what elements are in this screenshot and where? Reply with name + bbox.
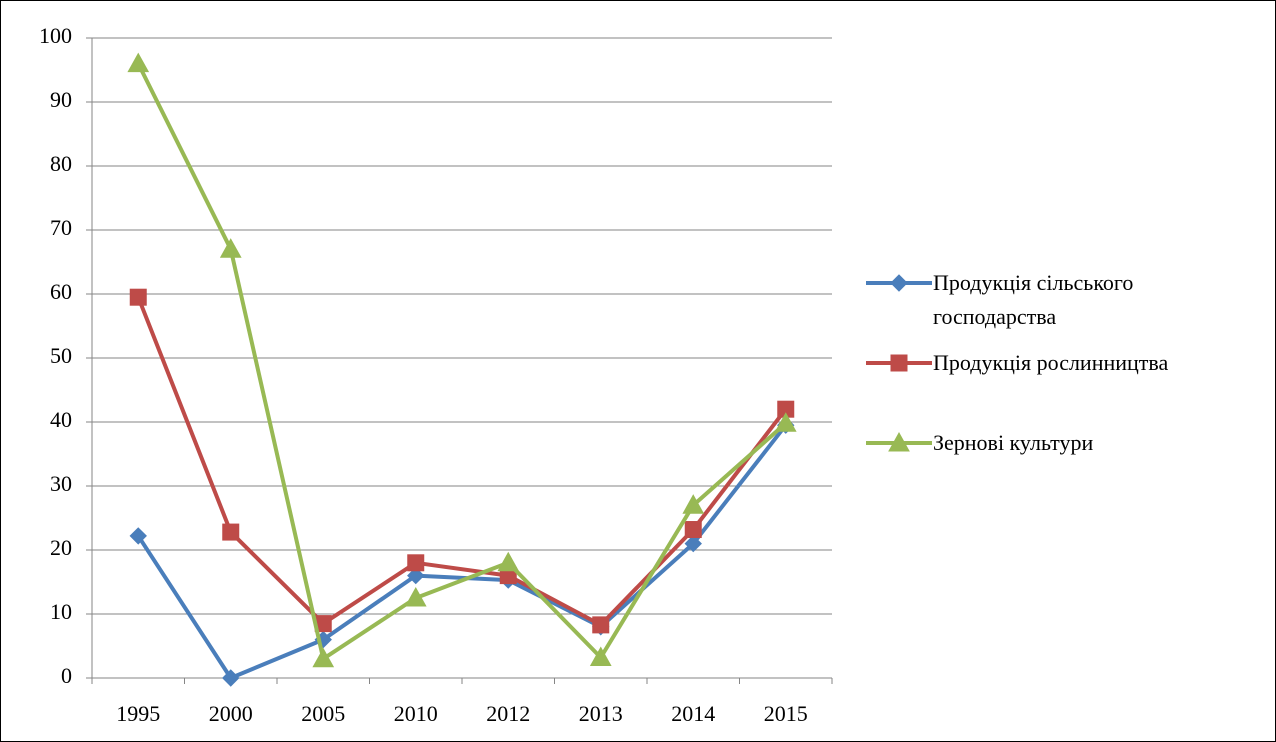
y-tick-label: 70 (50, 215, 72, 240)
y-tick-label: 20 (50, 535, 72, 560)
legend-label: Продукція сільського господарства (933, 270, 1134, 329)
y-tick-label: 10 (50, 599, 72, 624)
marker (407, 566, 425, 585)
marker (589, 646, 612, 667)
y-tick-label: 0 (61, 663, 72, 688)
marker (404, 586, 427, 607)
x-tick-label: 2010 (394, 701, 438, 726)
marker (682, 494, 705, 514)
marker (890, 354, 908, 372)
series-line (136, 62, 788, 661)
y-tick-label: 50 (50, 343, 72, 368)
x-tick-label: 2013 (579, 701, 623, 726)
x-tick-label: 2015 (764, 701, 808, 726)
marker (888, 431, 910, 452)
marker (407, 554, 425, 572)
marker (497, 551, 520, 572)
x-tick-label: 2005 (301, 701, 345, 726)
marker (684, 534, 702, 553)
x-tick-label: 2014 (671, 701, 715, 726)
marker (222, 523, 240, 541)
y-tick-label: 90 (50, 87, 72, 112)
marker (222, 669, 240, 687)
y-tick-label: 80 (50, 151, 72, 176)
y-tick-label: 40 (50, 407, 72, 432)
marker (890, 274, 908, 292)
marker (219, 238, 242, 258)
marker (312, 647, 335, 668)
series-line (136, 423, 788, 680)
marker (684, 521, 702, 539)
marker (129, 288, 147, 306)
legend-label: Продукція рослинництва (933, 350, 1169, 375)
y-tick-label: 30 (50, 471, 72, 496)
marker (129, 527, 147, 545)
x-tick-label: 2000 (209, 701, 253, 726)
x-tick-label: 1995 (116, 701, 160, 726)
marker (774, 412, 797, 432)
marker (592, 616, 610, 634)
y-tick-label: 60 (50, 279, 72, 304)
x-tick-label: 2012 (486, 701, 530, 726)
series-line (136, 296, 788, 627)
marker (127, 52, 150, 73)
legend-label: Зернові культури (933, 430, 1094, 455)
y-tick-label: 100 (39, 23, 72, 48)
